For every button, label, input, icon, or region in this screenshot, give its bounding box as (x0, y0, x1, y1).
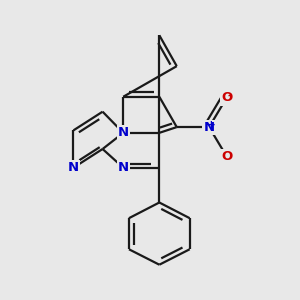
Text: N: N (203, 121, 215, 134)
Text: N: N (118, 126, 129, 139)
Text: -: - (227, 91, 231, 101)
Text: +: + (207, 120, 216, 130)
Text: O: O (221, 150, 232, 163)
Text: O: O (221, 92, 232, 104)
Text: N: N (118, 161, 129, 174)
Text: N: N (68, 161, 79, 174)
